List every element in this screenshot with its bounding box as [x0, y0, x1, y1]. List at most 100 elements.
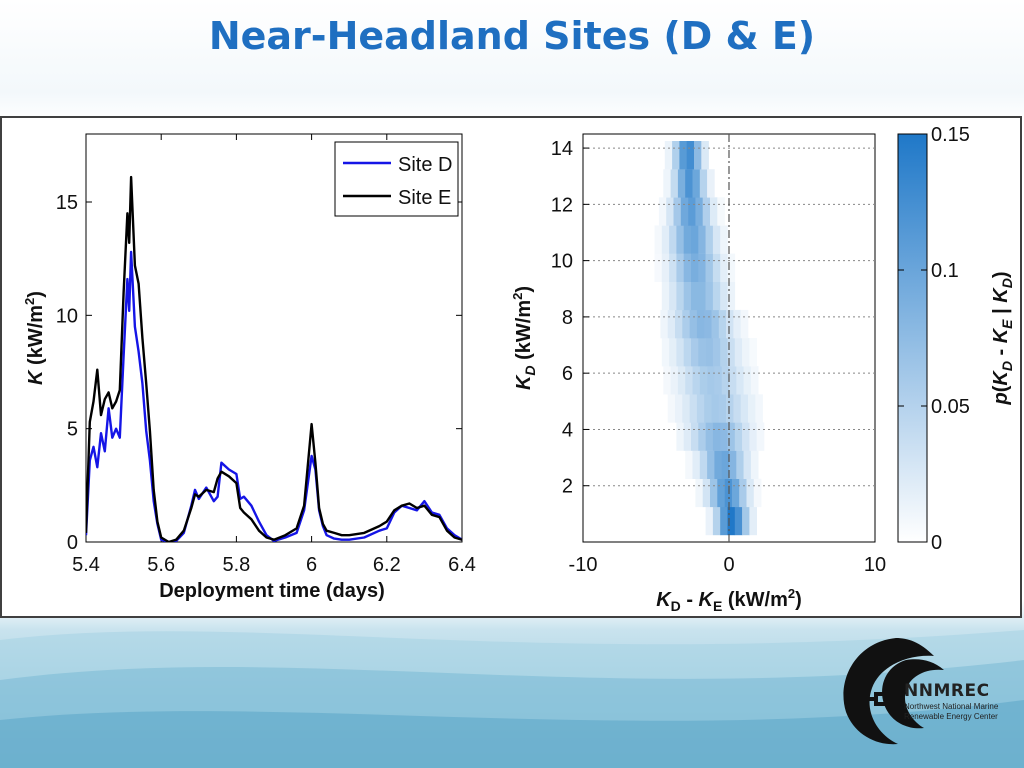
heatmap-cell [711, 394, 720, 423]
legend-label-site-d: Site D [398, 154, 452, 176]
heatmap-cell [720, 281, 728, 311]
heatmap-cell [749, 338, 757, 367]
legend-box [334, 141, 459, 217]
colorbar [897, 133, 928, 543]
heatmap-cell [688, 197, 696, 226]
heatmap-y-tick-label: 14 [551, 138, 573, 160]
heatmap-cell [689, 309, 698, 339]
heatmap-cell [698, 253, 706, 282]
heatmap-cell [750, 366, 759, 395]
heatmap-cell [721, 366, 730, 395]
heatmap-cell [677, 366, 686, 395]
colorbar-label-c-sub: D [999, 278, 1015, 288]
heatmap-cell [749, 506, 757, 536]
heatmap-cell [742, 506, 750, 536]
colorbar-label-c: K [990, 287, 1012, 303]
heatmap-cell [742, 422, 750, 451]
heatmap-cell [734, 422, 743, 451]
line-chart-x-axis-label: Deployment time (days) [159, 580, 385, 602]
heatmap-cell [756, 422, 765, 451]
heatmap-cell [670, 169, 679, 198]
heatmap-cell [658, 197, 667, 226]
colorbar-tick-label: 0 [931, 532, 942, 554]
heatmap-cell [670, 366, 679, 395]
heatmap-cell [705, 281, 714, 311]
heatmap-cell [686, 141, 695, 170]
colorbar-label-a-sub: D [999, 361, 1015, 371]
heatmap-cell [705, 506, 714, 536]
line-chart-x-tick-label: 5.4 [72, 554, 100, 576]
heatmap-cell [694, 141, 702, 170]
heatmap-cell [660, 309, 668, 339]
heatmap-cell [731, 478, 740, 508]
heatmap-cell [679, 141, 687, 170]
heatmap-y-var: K [513, 374, 535, 390]
heatmap-cell [676, 338, 684, 367]
heatmap-x-tick-label: 10 [864, 554, 886, 576]
heatmap-x-axis-label: KD - KE (kW/m2) [656, 586, 802, 614]
heatmap-cell [698, 338, 706, 367]
heatmap-cell [676, 422, 684, 451]
colorbar-ticks: 0 0.05 0.1 0.15 [898, 124, 970, 554]
heatmap-x-mid: - [681, 589, 699, 611]
colorbar-label-b: K [990, 327, 1012, 343]
heatmap-x-sub-b: E [713, 598, 722, 614]
heatmap-y-tick-label: 4 [562, 419, 573, 441]
heatmap-cell [743, 450, 752, 479]
heatmap-cell [683, 253, 692, 282]
line-chart-x-tick-label: 6.4 [448, 554, 476, 576]
heatmap-cell [695, 478, 703, 508]
wave-decoration [0, 630, 1024, 768]
heatmap-y-unit: (kW/m [513, 300, 535, 366]
heatmap-cell [712, 506, 721, 536]
heatmap-cell [727, 253, 736, 282]
heatmap-cell [696, 309, 705, 339]
heatmap-cell [663, 366, 671, 395]
heatmap-cell [748, 394, 756, 423]
heatmap-cell [710, 478, 718, 508]
heatmap-cell [683, 225, 692, 254]
heatmap-cell [712, 225, 721, 254]
heatmap-cell [733, 309, 741, 339]
heatmap-cell [664, 141, 673, 170]
line-chart-x-tick-label: 6.2 [373, 554, 401, 576]
heatmap-y-tick-label: 8 [562, 307, 573, 329]
heatmap-cell [740, 394, 749, 423]
heatmap-cell [726, 394, 734, 423]
heatmap-x-var-b: K [699, 589, 715, 611]
nnmrec-logo [843, 638, 944, 745]
heatmap-cell [743, 366, 752, 395]
heatmap-y-exp: 2 [510, 293, 525, 300]
heatmap-cell [699, 366, 708, 395]
heatmap-cell [705, 225, 714, 254]
heatmap-cell [701, 141, 709, 170]
colorbar-tick-label: 0.15 [931, 124, 970, 146]
heatmap-cell [685, 366, 693, 395]
heatmap-cell [714, 450, 722, 479]
heatmap-cell [691, 338, 699, 367]
heatmap-cell [742, 338, 750, 367]
legend-label-site-e: Site E [398, 187, 451, 209]
heatmap-x-tick-label: -10 [569, 554, 598, 576]
heatmap-cell [712, 422, 721, 451]
heatmap-cell [667, 394, 676, 423]
heatmap-y-tick-label: 10 [551, 251, 573, 273]
heatmap-cell [726, 309, 734, 339]
heatmap-cell [712, 338, 721, 367]
figure-canvas: 5.4 5.6 5.8 6 6.2 6.4 0 5 10 15 Site D Site E Dep… [22, 124, 1015, 614]
colorbar-tick-label: 0.1 [931, 260, 959, 282]
heatmap-cell [675, 309, 683, 339]
heatmap-y-axis-label: KD (kW/m2) [510, 286, 538, 390]
heatmap-x-sub-a: D [671, 598, 681, 614]
heatmap-cell [729, 366, 737, 395]
logo-subtitle-line-2: Renewable Energy Center [904, 712, 998, 721]
line-chart-series [86, 175, 462, 542]
heatmap-cell [661, 253, 670, 282]
line-chart-y-tick-label: 5 [67, 419, 78, 441]
line-chart-x-tick-label: 6 [306, 554, 317, 576]
heatmap-cell [710, 197, 718, 226]
heatmap-cell [704, 394, 712, 423]
logo-subtitle: Northwest National Marine Renewable Ener… [904, 702, 998, 722]
heatmap-cell [692, 450, 701, 479]
colorbar-label: p(KD - KE | KD) [990, 271, 1015, 405]
